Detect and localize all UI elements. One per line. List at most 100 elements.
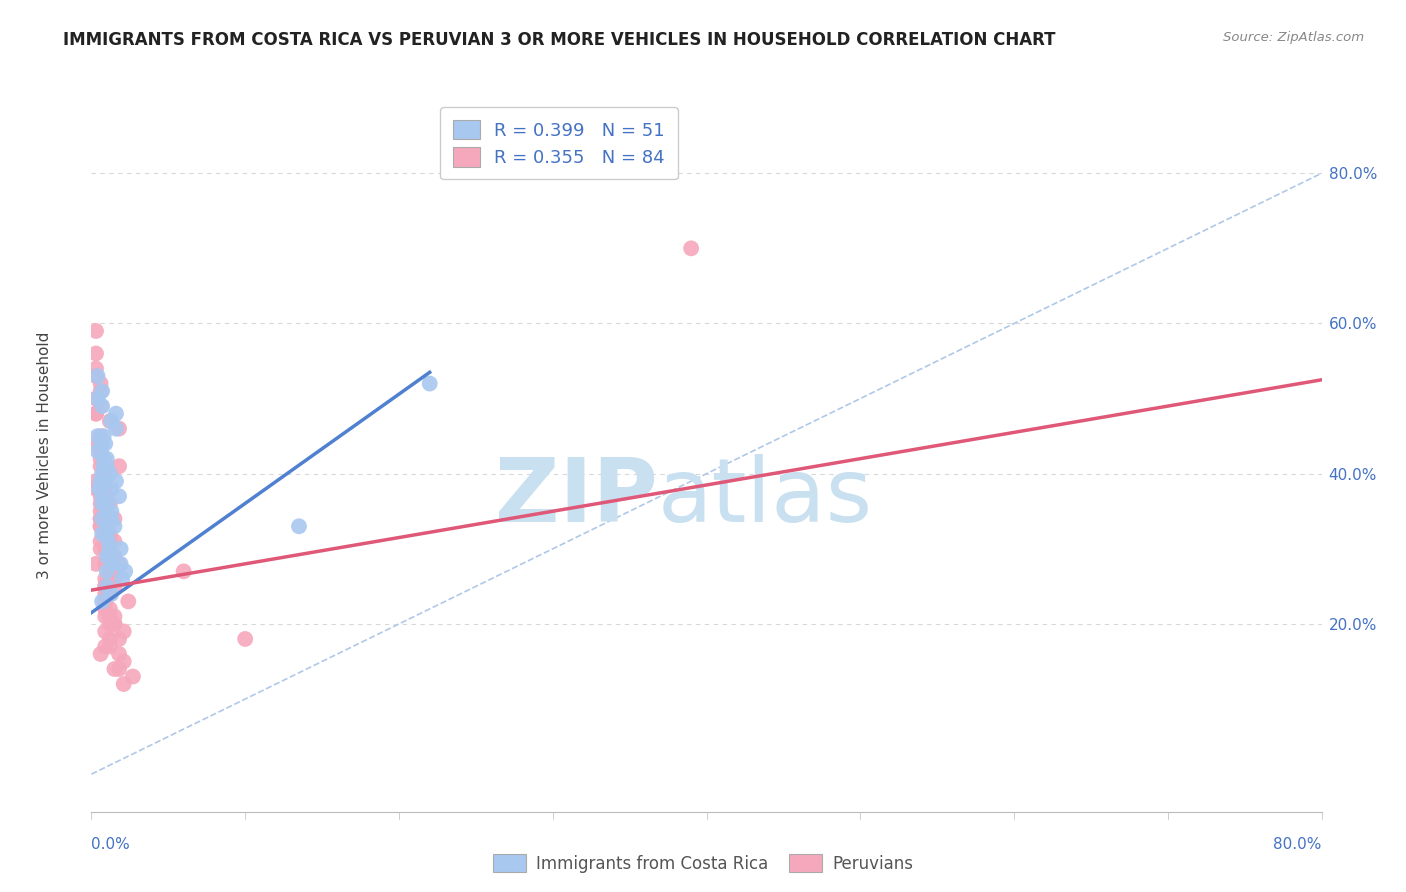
Point [84, 369, 107, 384]
Point [103, 572, 125, 586]
Point [84, 407, 107, 421]
Point [91, 467, 114, 481]
Point [94, 579, 117, 593]
Point [108, 557, 131, 571]
Point [100, 414, 122, 428]
Point [98, 572, 121, 586]
Point [108, 489, 131, 503]
Point [90, 376, 112, 391]
Point [90, 384, 112, 398]
Point [111, 572, 134, 586]
Point [98, 526, 121, 541]
Point [86, 429, 108, 443]
Point [105, 474, 127, 488]
Point [94, 519, 117, 533]
Point [100, 549, 122, 564]
Point [96, 504, 118, 518]
Point [90, 647, 112, 661]
Point [86, 392, 108, 406]
Point [91, 594, 114, 608]
Point [98, 609, 121, 624]
Point [96, 497, 118, 511]
Point [90, 459, 112, 474]
Point [103, 616, 125, 631]
Point [98, 549, 121, 564]
Point [110, 557, 132, 571]
Point [90, 444, 112, 458]
Point [110, 541, 132, 556]
Point [122, 669, 145, 683]
Point [90, 474, 112, 488]
Point [84, 474, 107, 488]
Point [93, 459, 115, 474]
Point [90, 429, 112, 443]
Point [91, 474, 114, 488]
Point [98, 467, 121, 481]
Point [94, 594, 117, 608]
Point [90, 474, 112, 488]
Point [108, 422, 131, 436]
Point [96, 549, 118, 564]
Point [90, 541, 112, 556]
Point [103, 512, 125, 526]
Point [90, 534, 112, 549]
Legend: Immigrants from Costa Rica, Peruvians: Immigrants from Costa Rica, Peruvians [486, 847, 920, 880]
Point [90, 399, 112, 413]
Point [108, 632, 131, 646]
Point [90, 519, 112, 533]
Point [98, 565, 121, 579]
Point [84, 346, 107, 360]
Point [84, 361, 107, 376]
Point [90, 489, 112, 503]
Point [94, 609, 117, 624]
Point [117, 594, 139, 608]
Point [98, 616, 121, 631]
Point [105, 407, 127, 421]
Point [94, 489, 117, 503]
Point [103, 519, 125, 533]
Point [90, 504, 112, 518]
Point [98, 632, 121, 646]
Point [86, 444, 108, 458]
Point [94, 504, 117, 518]
Point [96, 459, 118, 474]
Point [96, 451, 118, 466]
Point [91, 512, 114, 526]
Point [108, 459, 131, 474]
Point [90, 436, 112, 450]
Point [419, 376, 441, 391]
Text: ZIP: ZIP [495, 454, 657, 541]
Point [94, 436, 117, 450]
Point [94, 640, 117, 654]
Point [103, 549, 125, 564]
Point [94, 587, 117, 601]
Point [103, 609, 125, 624]
Point [98, 587, 121, 601]
Point [90, 451, 112, 466]
Point [108, 647, 131, 661]
Point [84, 482, 107, 496]
Point [96, 497, 118, 511]
Point [96, 579, 118, 593]
Point [101, 557, 124, 571]
Point [103, 534, 125, 549]
Point [93, 451, 115, 466]
Text: 80.0%: 80.0% [1274, 837, 1322, 852]
Point [84, 392, 107, 406]
Legend: R = 0.399   N = 51, R = 0.355   N = 84: R = 0.399 N = 51, R = 0.355 N = 84 [440, 107, 678, 179]
Point [90, 512, 112, 526]
Point [96, 526, 118, 541]
Point [108, 662, 131, 676]
Point [97, 534, 120, 549]
Point [91, 384, 114, 398]
Point [86, 369, 108, 384]
Point [94, 557, 117, 571]
Point [91, 399, 114, 413]
Text: 3 or more Vehicles in Household: 3 or more Vehicles in Household [37, 331, 52, 579]
Point [114, 565, 136, 579]
Point [91, 526, 114, 541]
Point [94, 624, 117, 639]
Point [91, 497, 114, 511]
Point [87, 482, 110, 496]
Point [100, 587, 122, 601]
